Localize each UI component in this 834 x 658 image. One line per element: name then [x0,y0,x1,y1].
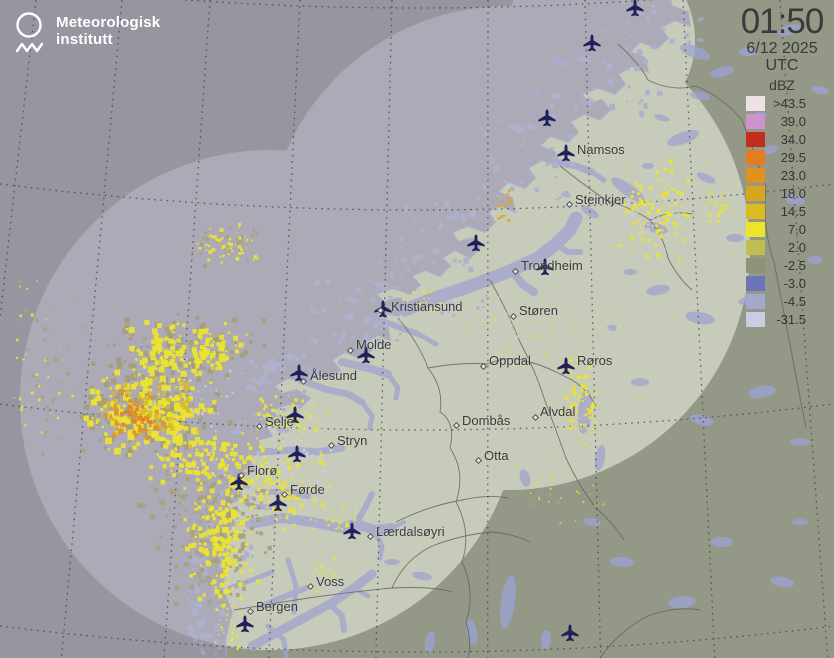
legend-row: -2.5 [732,258,832,273]
legend-row: -31.5 [732,312,832,327]
legend-swatch [746,114,765,129]
timezone-label: UTC [765,57,799,74]
legend-swatch [746,276,765,291]
legend-row: -3.0 [732,276,832,291]
legend-value: 2.0 [787,240,806,255]
legend-value: 39.0 [780,114,806,129]
date-display: 6/12 2025 [746,40,818,57]
legend-row: 34.0 [732,132,832,147]
legend-row: >43.5 [732,96,832,111]
legend-row: 7.0 [732,222,832,237]
dbz-legend: >43.5 39.0 34.0 29.5 23.0 18.0 14.5 7.0 2.0 -2.5 -… [732,96,832,327]
legend-value: 23.0 [780,168,806,183]
legend-value: -2.5 [783,258,806,273]
legend-swatch [746,168,765,183]
brand-line1: Meteorologisk [56,14,161,31]
legend-swatch [746,150,765,165]
legend-value: 14.5 [780,204,806,219]
legend-value: -3.0 [783,276,806,291]
legend-swatch [746,240,765,255]
legend-row: 39.0 [732,114,832,129]
brand-line2: institutt [56,31,113,48]
time-display: 01:50 [740,2,825,41]
legend-value: 18.0 [780,186,806,201]
legend-row: 14.5 [732,204,832,219]
legend-swatch [746,96,765,111]
legend-swatch [746,204,765,219]
legend-row: 29.5 [732,150,832,165]
legend-swatch [746,186,765,201]
met-institute-logo: Meteorologisk institutt [13,10,160,56]
legend-value: 34.0 [780,132,806,147]
legend-value: -4.5 [783,294,806,309]
dbz-unit-label: dBZ [769,77,795,93]
met-logo-icon [15,12,44,53]
clock-legend-panel: 01:50 6/12 2025 UTC dBZ >43.5 39.0 34.0 29.… [732,4,832,330]
legend-value: 7.0 [787,222,806,237]
legend-swatch [746,294,765,309]
precipitation-echoes [12,153,735,650]
legend-row: -4.5 [732,294,832,309]
legend-value: -31.5 [776,312,806,327]
legend-value: 29.5 [780,150,806,165]
legend-row: 2.0 [732,240,832,255]
met-logo-text: Meteorologisk institutt [56,10,160,56]
legend-value: >43.5 [773,96,806,111]
legend-row: 23.0 [732,168,832,183]
legend-swatch [746,258,765,273]
legend-swatch [746,312,765,327]
legend-row: 18.0 [732,186,832,201]
legend-swatch [746,132,765,147]
legend-swatch [746,222,765,237]
